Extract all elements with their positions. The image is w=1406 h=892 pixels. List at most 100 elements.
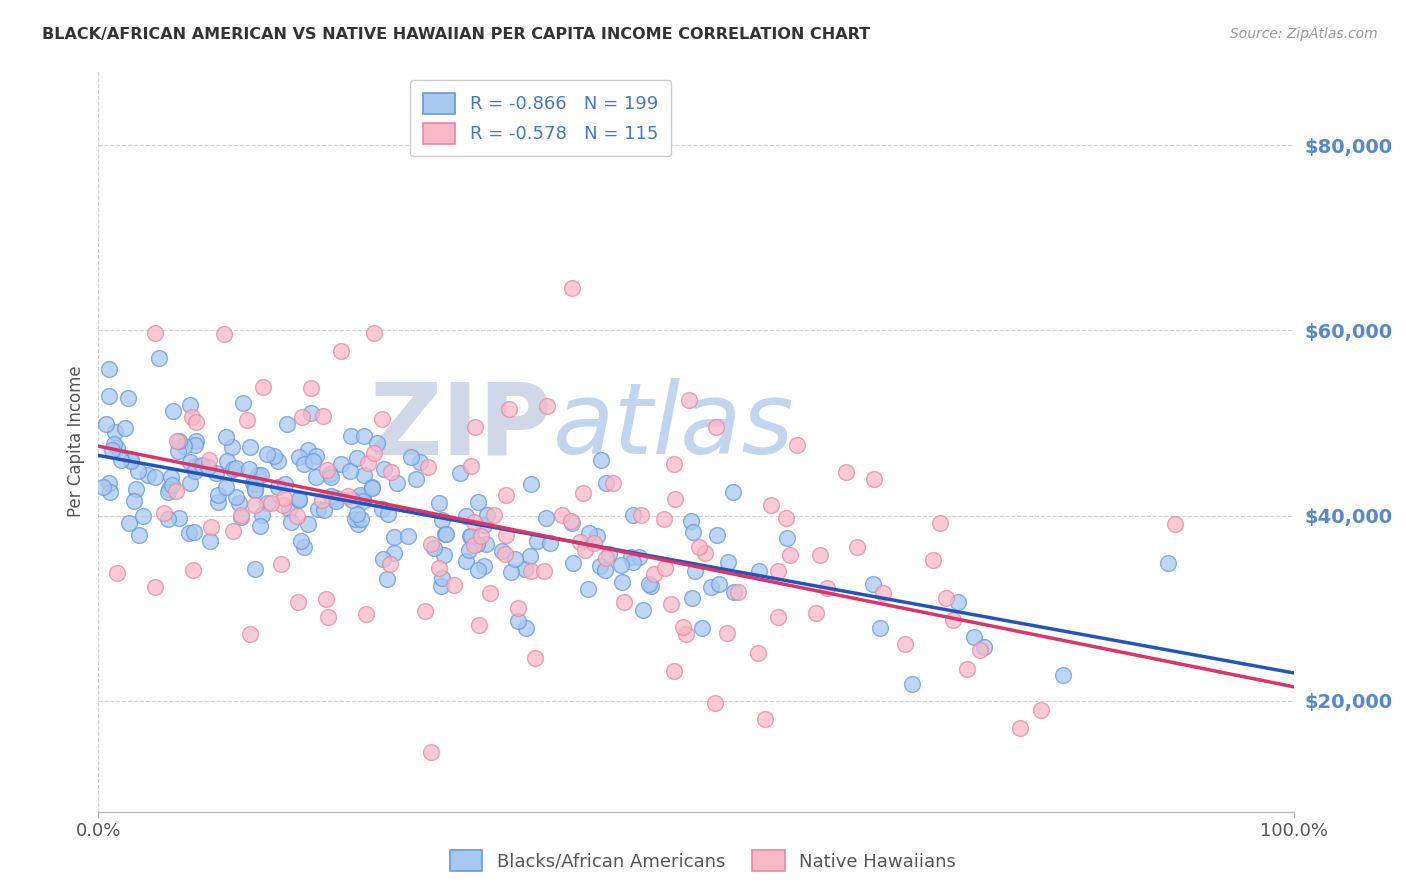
Point <box>354 607 377 621</box>
Point <box>460 458 482 473</box>
Point <box>430 513 453 527</box>
Point <box>613 595 636 609</box>
Point <box>621 555 644 569</box>
Point <box>775 531 797 545</box>
Point <box>287 595 309 609</box>
Point <box>748 564 770 578</box>
Point <box>427 496 450 510</box>
Point <box>513 562 536 576</box>
Point <box>222 462 245 476</box>
Point <box>214 327 236 342</box>
Point <box>935 591 957 605</box>
Point <box>250 468 273 483</box>
Point <box>363 446 385 460</box>
Point <box>105 441 128 455</box>
Point <box>179 398 201 412</box>
Point <box>716 555 738 569</box>
Point <box>184 459 207 474</box>
Point <box>681 591 703 605</box>
Point <box>470 529 492 543</box>
Point <box>353 429 375 443</box>
Point <box>316 609 339 624</box>
Point <box>578 525 600 540</box>
Point <box>463 515 485 529</box>
Point <box>229 508 252 522</box>
Point <box>467 495 489 509</box>
Point <box>536 399 558 413</box>
Point <box>589 559 612 574</box>
Point <box>946 595 969 609</box>
Point <box>478 586 501 600</box>
Point <box>585 529 607 543</box>
Point <box>432 571 454 585</box>
Point <box>721 485 744 500</box>
Point <box>117 391 139 405</box>
Point <box>215 430 238 444</box>
Point <box>179 476 201 491</box>
Point <box>173 439 195 453</box>
Point <box>114 420 136 434</box>
Point <box>472 558 495 573</box>
Point <box>775 511 797 525</box>
Point <box>200 520 222 534</box>
Point <box>520 564 543 578</box>
Point <box>325 491 347 505</box>
Point <box>316 463 339 477</box>
Point <box>249 518 271 533</box>
Point <box>339 429 361 443</box>
Point <box>263 449 285 463</box>
Point <box>420 537 443 551</box>
Point <box>901 676 924 690</box>
Point <box>120 454 142 468</box>
Point <box>156 484 179 499</box>
Legend: R = -0.866   N = 199, R = -0.578   N = 115: R = -0.866 N = 199, R = -0.578 N = 115 <box>411 80 671 156</box>
Point <box>460 529 482 543</box>
Point <box>1164 517 1187 532</box>
Point <box>434 527 457 541</box>
Text: atlas: atlas <box>553 378 794 475</box>
Point <box>433 527 456 541</box>
Point <box>1010 721 1032 735</box>
Point <box>523 650 546 665</box>
Point <box>458 543 481 558</box>
Point <box>292 540 315 554</box>
Point <box>346 507 368 521</box>
Point <box>312 503 335 517</box>
Point <box>759 498 782 512</box>
Point <box>246 467 269 482</box>
Point <box>225 490 247 504</box>
Point <box>339 464 361 478</box>
Point <box>307 502 329 516</box>
Point <box>273 491 295 505</box>
Point <box>643 566 665 581</box>
Point <box>419 745 441 759</box>
Point <box>380 465 402 479</box>
Point <box>568 534 591 549</box>
Point <box>561 516 583 530</box>
Point <box>271 498 294 512</box>
Point <box>463 538 485 552</box>
Point <box>429 561 451 575</box>
Point <box>225 460 247 475</box>
Point <box>160 478 183 492</box>
Point <box>506 614 529 628</box>
Point <box>183 525 205 540</box>
Point <box>346 450 368 465</box>
Point <box>621 508 644 523</box>
Point <box>221 441 243 455</box>
Point <box>640 579 662 593</box>
Point <box>337 489 360 503</box>
Point <box>572 485 595 500</box>
Point <box>662 457 685 471</box>
Point <box>706 528 728 542</box>
Point <box>929 516 952 531</box>
Point <box>942 614 965 628</box>
Point <box>361 481 384 495</box>
Point <box>534 511 557 525</box>
Point <box>299 406 322 420</box>
Point <box>143 326 166 341</box>
Point <box>382 546 405 560</box>
Point <box>520 477 543 491</box>
Text: BLACK/AFRICAN AMERICAN VS NATIVE HAWAIIAN PER CAPITA INCOME CORRELATION CHART: BLACK/AFRICAN AMERICAN VS NATIVE HAWAIIA… <box>42 27 870 42</box>
Point <box>98 362 121 376</box>
